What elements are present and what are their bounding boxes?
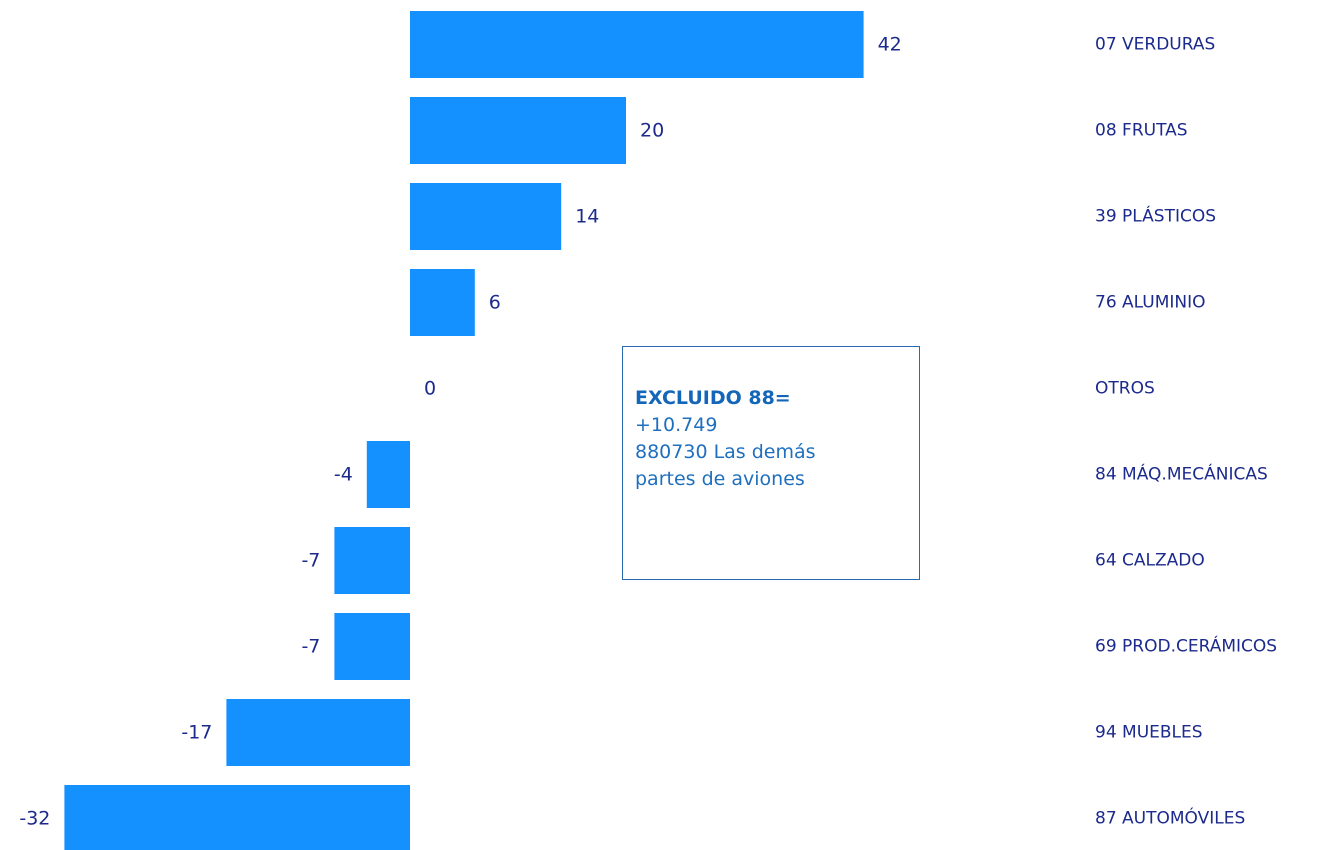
bar [226, 699, 410, 766]
annotation-title: EXCLUIDO 88= [635, 387, 791, 409]
category-label: 76 ALUMINIO [1095, 293, 1206, 313]
category-label: OTROS [1095, 379, 1155, 399]
value-label: -7 [301, 550, 320, 572]
bar [64, 785, 411, 850]
value-label: 20 [640, 120, 664, 142]
value-label: -4 [334, 464, 353, 486]
category-label: 64 CALZADO [1095, 551, 1205, 571]
bar [334, 613, 410, 680]
value-label: -7 [301, 636, 320, 658]
bar [334, 527, 410, 594]
value-label: 42 [878, 34, 902, 56]
annotation-line: partes de aviones [635, 468, 805, 490]
bar [410, 183, 562, 250]
value-label: -17 [181, 722, 212, 744]
category-label: 87 AUTOMÓVILES [1095, 807, 1245, 829]
value-label: 0 [424, 378, 436, 400]
annotation-line: 880730 Las demás [635, 441, 816, 463]
annotation-line: +10.749 [635, 414, 718, 436]
category-label: 69 PROD.CERÁMICOS [1095, 635, 1277, 657]
bar [410, 11, 864, 78]
category-label: 94 MUEBLES [1095, 723, 1203, 743]
bar [410, 269, 475, 336]
bar [410, 97, 626, 164]
bar [366, 441, 410, 508]
annotation-box: EXCLUIDO 88= +10.749 880730 Las demás pa… [622, 346, 920, 580]
value-label: 6 [489, 292, 501, 314]
value-label: 14 [575, 206, 599, 228]
category-label: 84 MÁQ.MECÁNICAS [1095, 463, 1268, 485]
category-label: 08 FRUTAS [1095, 121, 1188, 141]
category-label: 07 VERDURAS [1095, 35, 1215, 55]
category-label: 39 PLÁSTICOS [1095, 205, 1216, 227]
value-label: -32 [19, 808, 50, 830]
